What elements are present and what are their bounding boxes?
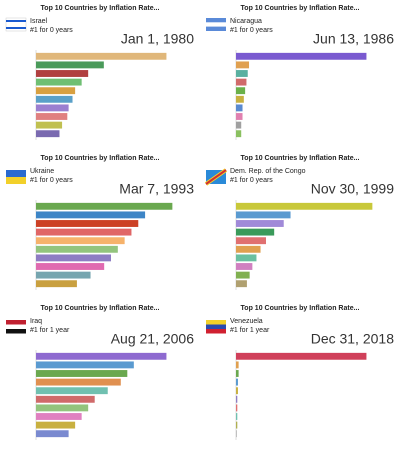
bar [36,220,139,227]
bar [36,95,73,103]
bar [236,352,367,360]
bar [36,70,89,77]
chart-title: Top 10 Countries by Inflation Rate... [241,305,360,312]
bar [236,121,242,129]
bar [236,271,250,279]
bar [36,421,76,429]
flag [206,320,226,334]
bar [236,378,238,386]
bar [36,378,121,386]
bar [236,387,238,395]
bar [36,352,167,360]
bar [236,220,284,227]
bar [236,130,242,138]
date: Jun 13, 1986 [313,31,394,47]
bar [36,254,111,262]
leader-duration: #1 for 1 year [230,327,270,334]
bar [236,280,247,288]
leader-duration: #1 for 0 years [30,27,73,34]
bar [236,395,238,403]
bar [36,404,89,412]
bar [236,87,246,95]
leader-name: Israel [30,18,48,25]
leader-name: Dem. Rep. of the Congo [230,168,306,175]
bar [36,104,69,112]
bar [236,413,238,420]
bar [36,413,82,420]
flag [6,170,26,184]
bar [236,404,238,412]
leader-duration: #1 for 0 years [30,177,73,184]
bar [236,245,261,253]
bar [236,370,239,377]
date: Mar 7, 1993 [119,181,194,197]
date: Aug 21, 2006 [111,331,195,347]
chart-title: Top 10 Countries by Inflation Rate... [41,155,160,162]
bar [36,395,95,403]
bar [236,113,243,120]
bar [236,61,250,69]
bar [36,370,128,377]
flag [6,320,26,334]
bar [36,78,82,86]
chart-title: Top 10 Countries by Inflation Rate... [41,305,160,312]
chart-title: Top 10 Countries by Inflation Rate... [241,155,360,162]
bar [36,130,60,138]
leader-name: Iraq [30,318,42,325]
bar [36,263,105,270]
leader-name: Ukraine [30,168,54,175]
bar [236,254,257,262]
flag [5,17,27,32]
bar [236,52,367,60]
leader-name: Venezuela [230,318,263,325]
bar [236,237,266,245]
leader-duration: #1 for 0 years [230,177,273,184]
chart-title: Top 10 Countries by Inflation Rate... [241,5,360,12]
bar [36,211,146,219]
date: Dec 31, 2018 [311,331,394,347]
bar [36,280,77,288]
bar [36,52,167,60]
bar [36,113,68,120]
bar [36,430,69,438]
bar [36,228,132,236]
bar [36,202,173,210]
bar [236,211,291,219]
bar [236,263,253,270]
bar [36,237,125,245]
bar [236,430,237,438]
bar [36,121,63,129]
leader-duration: #1 for 1 year [30,327,70,334]
bar [36,271,91,279]
bar [236,70,248,77]
date: Nov 30, 1999 [311,181,394,197]
bar [36,61,104,69]
bar [236,421,238,429]
bar [236,78,247,86]
bar [236,95,244,103]
bar [236,228,275,236]
bar [36,387,108,395]
bar [236,202,373,210]
date: Jan 1, 1980 [121,31,194,47]
leader-name: Nicaragua [230,18,262,25]
flag [204,168,228,186]
bar [36,245,118,253]
bar [236,104,243,112]
flag [206,18,226,31]
bar [236,361,239,369]
chart-title: Top 10 Countries by Inflation Rate... [41,5,160,12]
bar [36,87,76,95]
bar [36,361,134,369]
leader-duration: #1 for 0 years [230,27,273,34]
